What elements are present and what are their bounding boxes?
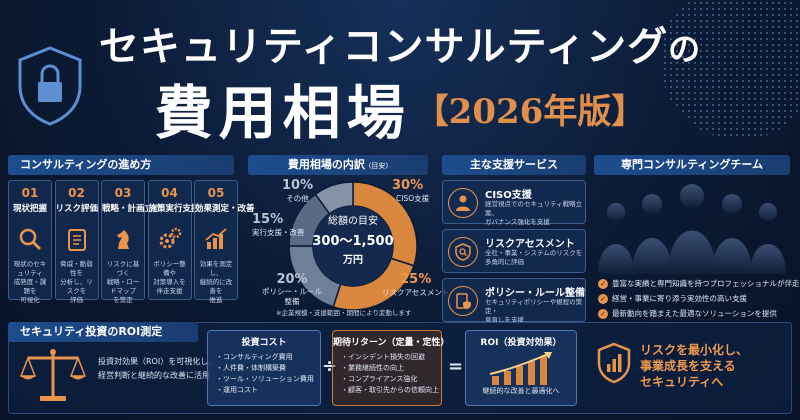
- slice-label-risk: 25% リスクアセスメント: [382, 272, 450, 297]
- step-title: リスク評価: [55, 204, 99, 214]
- process-step-5: 05 効果測定・改善効果を測定し、 継続的に改善を 推進: [194, 180, 255, 304]
- step-title: 施策実行支援: [148, 204, 200, 214]
- balance-scale-icon: [20, 349, 86, 401]
- step-title: 効果測定・改善: [195, 204, 255, 214]
- roi-sub: 継続的な改善と最適化へ: [482, 387, 560, 395]
- return-item: ・顧客・取引先からの信頼向上: [341, 386, 439, 394]
- team-silhouette-image: [598, 184, 786, 274]
- check-icon: ✓: [598, 309, 608, 319]
- process-step-4: 04 施策実行支援 ポリシー整備や 対策導入を 伴走支援: [147, 180, 200, 300]
- person-icon: [456, 195, 470, 211]
- breakdown-footnote: ※企業規模・支援範囲・期間により変動します: [276, 309, 412, 317]
- service-name: ポリシー・ルール整備: [485, 288, 585, 299]
- team-bullet-1: ✓ 豊富な実績と専門知識を持つプロフェッショナルが伴走: [598, 278, 800, 289]
- shield-search-icon: [455, 243, 471, 261]
- slice-label-other: 10% その他: [282, 178, 314, 203]
- step-number: 04: [161, 186, 178, 200]
- breakdown-header: 費用相場の内訳 (目安): [248, 155, 428, 175]
- roi-header: セキュリティ投資のROI測定: [8, 322, 198, 342]
- cost-title: 投資コスト: [241, 338, 287, 348]
- return-item: ・インシデント損失の回避: [341, 353, 425, 361]
- step-number: 05: [207, 186, 225, 200]
- clipboard-icon: [67, 229, 86, 251]
- return-item: ・コンプライアンス強化: [341, 375, 418, 383]
- cost-item: ・運用コスト: [216, 386, 258, 394]
- donut-slice-other: [314, 181, 354, 215]
- check-icon: ✓: [598, 294, 608, 304]
- cost-breakdown-donut: [288, 181, 418, 311]
- roi-description: 投資対効果（ROI）を可視化し、 経営判断と継続的な改善に活用: [98, 357, 217, 380]
- cost-item: ・ツール・ソリューション費用: [216, 375, 314, 383]
- step-desc: 現状のセキュリティ 成熟度・課題を 可視化: [13, 260, 47, 304]
- shield-chart-icon: [597, 342, 631, 384]
- service-policy: ポリシー・ルール整備 セキュリティポリシーや規程の策定・ 見直しを支援: [442, 278, 586, 324]
- step-desc: 効果を測定し、 継続的に改善を 推進: [199, 260, 233, 304]
- process-step-2: 02 リスク評価 脅威・脆弱性を 分析し、リスクを 評価: [54, 180, 99, 304]
- check-icon: ✓: [598, 279, 608, 289]
- slice-label-execution: 15% 実行支援・改善: [252, 212, 305, 237]
- expected-return-box: 期待リターン（定量・定性） ・インシデント損失の回避 ・業務継続性の向上 ・コン…: [332, 330, 450, 406]
- chess-knight-icon: [117, 230, 129, 249]
- page-title-line2: 費用相場 【2026年版】: [0, 66, 800, 150]
- magnifier-icon: [19, 228, 42, 251]
- donut-center-value: 300～1,500: [312, 234, 394, 249]
- donut-hole: [313, 206, 393, 286]
- step-title: 戦略・計画立案: [102, 204, 162, 214]
- process-header: コンサルティングの進め方: [8, 155, 234, 175]
- growth-chart-icon: [489, 352, 552, 385]
- roi-result-box: ROI（投資対効果） 継続的な改善と最適化へ: [465, 330, 577, 406]
- step-desc: 脅威・脆弱性を 分析し、リスクを 評価: [60, 260, 93, 304]
- return-item: ・業務継続性の向上: [341, 364, 404, 372]
- equals-operator: =: [448, 356, 464, 377]
- title-year: 【2026年版】: [414, 91, 646, 132]
- lock-shield-icon: [18, 46, 82, 126]
- step-desc: リスクに基づく 戦略・ロードマップ を策定: [106, 260, 140, 304]
- step-number: 01: [21, 186, 39, 200]
- page-title-line1: セキュリティコンサルティングの: [98, 23, 702, 70]
- gears-icon: [159, 227, 181, 249]
- step-number: 03: [114, 186, 132, 200]
- service-name: リスクアセスメント: [485, 239, 575, 250]
- service-desc: 全社・事業・システムのリスクを 多角的に評価: [485, 249, 583, 266]
- donut-center-unit: 万円: [343, 255, 363, 266]
- process-step-3: 03 戦略・計画立案 リスクに基づく 戦略・ロードマップ を策定: [101, 180, 162, 304]
- team-header: 専門コンサルティングチーム: [594, 155, 790, 175]
- document-shield-icon: [456, 293, 471, 309]
- divide-operator: ÷: [322, 356, 338, 377]
- service-desc: 経営視点でのセキュリティ戦略立案、 ガバナンス強化を支援: [485, 200, 583, 226]
- step-title: 現状把握: [12, 204, 47, 214]
- donut-center: 総額の目安 300～1,500 万円: [303, 212, 403, 266]
- step-number: 02: [68, 186, 85, 200]
- service-ciso: CISO支援 経営視点でのセキュリティ戦略立案、 ガバナンス強化を支援: [442, 180, 586, 226]
- donut-center-label: 総額の目安: [328, 216, 378, 227]
- step-desc: ポリシー整備や 対策導入を 伴走支援: [153, 260, 186, 295]
- service-name: CISO支援: [485, 190, 532, 201]
- investment-cost-box: 投資コスト ・コンサルティング費用 ・人件費・体制構築費 ・ツール・ソリューショ…: [207, 330, 321, 406]
- cost-item: ・コンサルティング費用: [216, 353, 293, 361]
- team-bullet-2: ✓ 経営・事業に寄り添う実効性の高い支援: [598, 293, 798, 304]
- globe-dots-decoration: [660, 0, 800, 140]
- cost-item: ・人件費・体制構築費: [216, 364, 286, 372]
- service-desc: セキュリティポリシーや規程の策定・ 見直しを支援: [485, 298, 583, 324]
- slice-label-ciso: 30% CISO支援: [392, 178, 430, 203]
- process-step-1: 01 現状把握 現状のセキュリティ 成熟度・課題を 可視化: [8, 180, 52, 304]
- service-risk-assessment: リスクアセスメント 全社・事業・システムのリスクを 多角的に評価: [442, 229, 586, 273]
- title-main: 費用相場: [154, 79, 411, 147]
- team-bullet-3: ✓ 最新動向を踏まえた最適なソリューションを提供: [598, 308, 798, 319]
- slice-label-policy: 20% ポリシー・ルール 整備: [262, 272, 322, 306]
- closing-slogan: リスクを最小化し、 事業成長を支える セキュリティへ: [640, 343, 749, 389]
- roi-title: ROI（投資対効果）: [480, 338, 562, 348]
- chart-icon: [205, 228, 227, 249]
- services-header: 主な支援サービス: [442, 155, 586, 175]
- return-title: 期待リターン（定量・定性）: [333, 338, 450, 348]
